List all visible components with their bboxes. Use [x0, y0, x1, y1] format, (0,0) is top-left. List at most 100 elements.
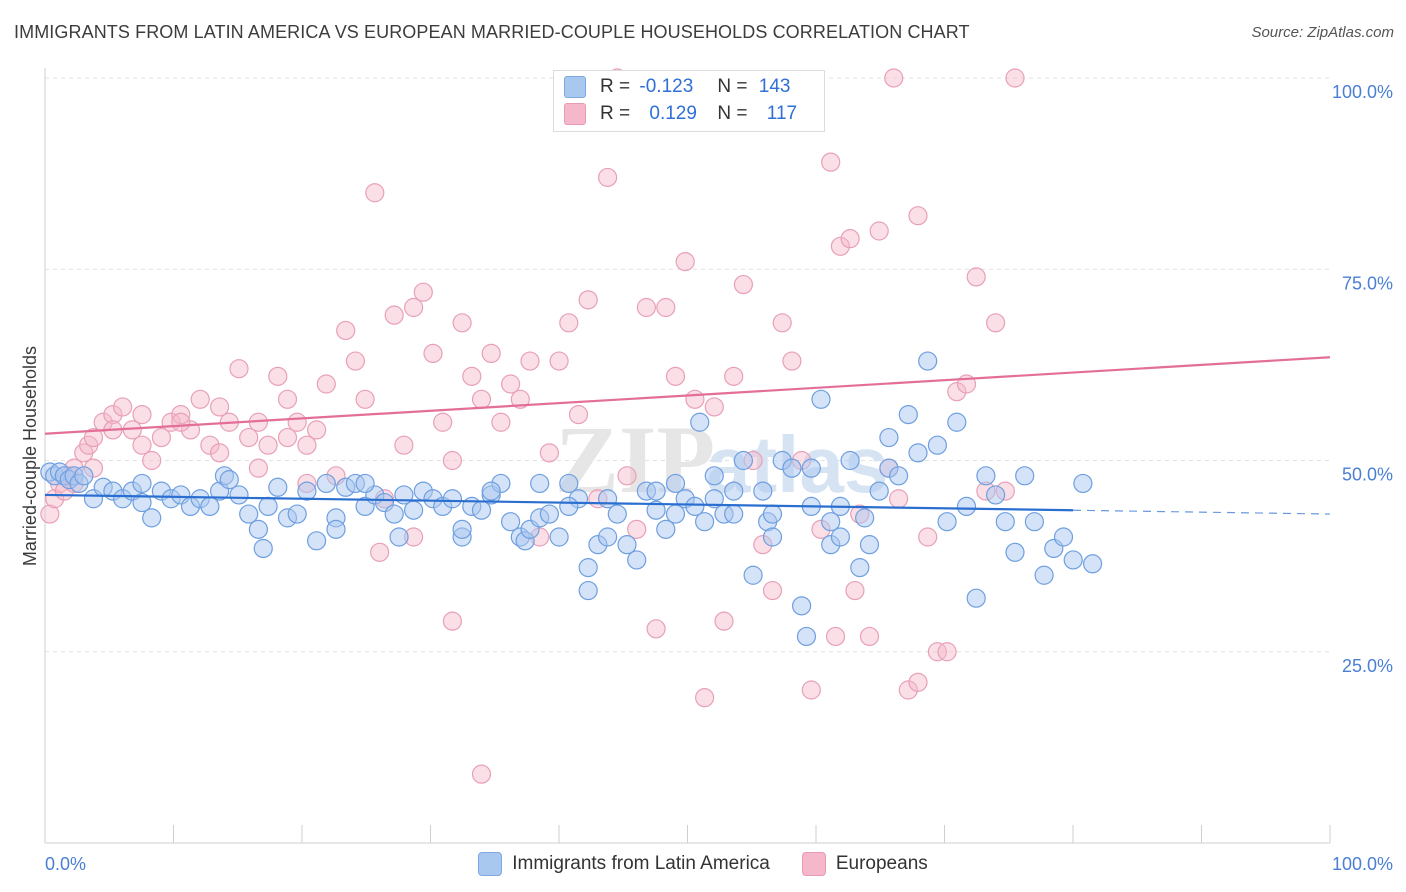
data-point-latin-america — [316, 473, 336, 494]
data-point-latin-america — [762, 504, 783, 524]
data-point-latin-america — [268, 477, 288, 497]
legend-swatch-pink — [564, 103, 586, 125]
legend-r-label: R = — [600, 76, 631, 97]
y-tick-label: 50.0% — [1342, 465, 1393, 485]
data-point-europeans — [665, 366, 686, 386]
data-point-latin-america — [685, 496, 705, 516]
data-point-latin-america — [743, 565, 763, 585]
data-point-europeans — [597, 167, 618, 188]
data-point-latin-america — [1073, 473, 1093, 494]
data-point-latin-america — [627, 550, 647, 570]
data-point-latin-america — [355, 473, 375, 494]
data-point-latin-america — [617, 535, 637, 555]
data-point-europeans — [908, 206, 928, 226]
data-point-latin-america — [1034, 565, 1054, 585]
data-point-latin-america — [501, 512, 521, 532]
data-point-europeans — [656, 297, 676, 318]
data-point-latin-america — [724, 504, 744, 524]
data-point-europeans — [617, 466, 637, 486]
data-point-europeans — [859, 626, 880, 647]
trend-line-latin-america — [44, 493, 1074, 512]
data-point-latin-america — [801, 458, 821, 478]
data-point-latin-america — [947, 412, 967, 432]
y-axis-label: Married-couple Households — [20, 346, 40, 566]
data-point-europeans — [825, 626, 846, 647]
data-point-europeans — [888, 489, 909, 509]
data-point-latin-america — [578, 557, 598, 578]
data-point-europeans — [370, 542, 390, 562]
data-point-europeans — [200, 435, 220, 455]
data-point-europeans — [142, 450, 162, 471]
data-point-europeans — [559, 313, 579, 333]
data-point-latin-america — [995, 512, 1015, 532]
trend-line-europeans — [44, 356, 1331, 435]
data-point-europeans — [501, 374, 521, 394]
data-point-latin-america — [1024, 512, 1045, 532]
data-point-europeans — [884, 68, 904, 88]
data-point-latin-america — [724, 481, 744, 501]
data-point-europeans — [578, 290, 598, 310]
chart-title: IMMIGRANTS FROM LATIN AMERICA VS EUROPEA… — [14, 22, 970, 42]
data-point-latin-america — [597, 527, 618, 547]
legend-swatch-blue — [564, 76, 586, 98]
data-point-latin-america — [840, 450, 860, 471]
data-point-europeans — [442, 450, 462, 471]
legend-r-value: -0.123 — [639, 76, 694, 97]
legend-swatch-blue — [478, 852, 503, 876]
legend-r-value: 0.129 — [649, 103, 697, 124]
data-point-europeans — [714, 611, 734, 631]
y-tick-label: 100.0% — [1332, 82, 1393, 102]
data-point-latin-america — [976, 466, 996, 486]
data-point-europeans — [510, 389, 530, 409]
data-point-latin-america — [132, 492, 152, 513]
data-point-europeans — [287, 412, 307, 432]
data-point-europeans — [840, 229, 860, 249]
correlation-legend: R = -0.123 N = 143 R = 0.129 N = 117 — [553, 70, 825, 132]
data-point-europeans — [462, 366, 482, 386]
data-point-latin-america — [597, 489, 618, 509]
data-point-europeans — [239, 427, 259, 448]
source-label: Source: ZipAtlas.com — [1251, 24, 1394, 41]
data-point-europeans — [190, 389, 210, 409]
data-point-latin-america — [1082, 554, 1103, 574]
data-point-europeans — [277, 389, 298, 409]
data-point-europeans — [1005, 68, 1025, 88]
data-point-europeans — [40, 504, 60, 524]
data-point-latin-america — [219, 470, 239, 490]
data-point-europeans — [452, 313, 472, 333]
data-point-latin-america — [966, 588, 986, 608]
data-point-europeans — [384, 305, 404, 325]
data-point-latin-america — [1015, 466, 1035, 486]
data-point-europeans — [433, 412, 453, 432]
data-point-latin-america — [239, 504, 259, 524]
data-point-latin-america — [869, 481, 889, 501]
data-point-latin-america — [796, 626, 817, 647]
data-point-europeans — [345, 351, 365, 371]
data-point-europeans — [491, 412, 511, 432]
data-point-europeans — [927, 642, 948, 662]
data-point-latin-america — [665, 504, 686, 524]
data-point-europeans — [171, 405, 191, 425]
data-point-europeans — [132, 435, 152, 455]
data-point-europeans — [132, 405, 152, 425]
data-point-latin-america — [287, 504, 307, 524]
data-point-europeans — [985, 313, 1006, 333]
data-point-europeans — [210, 443, 230, 463]
data-point-europeans — [782, 351, 802, 371]
data-point-europeans — [171, 412, 191, 432]
data-point-latin-america — [258, 496, 278, 516]
legend-item-europeans: Europeans — [801, 852, 928, 876]
data-point-europeans — [627, 519, 647, 539]
data-point-latin-america — [646, 481, 666, 501]
data-point-europeans — [297, 435, 317, 455]
data-point-europeans — [898, 680, 918, 700]
data-point-latin-america — [753, 481, 773, 501]
data-point-europeans — [112, 397, 133, 417]
data-point-europeans — [869, 221, 889, 241]
data-point-latin-america — [549, 527, 569, 547]
legend-swatch-pink — [801, 852, 826, 876]
data-point-latin-america — [927, 435, 948, 455]
data-point-europeans — [365, 183, 385, 203]
data-point-europeans — [724, 366, 744, 386]
data-point-europeans — [103, 405, 123, 425]
